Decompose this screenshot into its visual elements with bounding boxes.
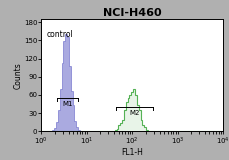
Title: NCI-H460: NCI-H460 <box>103 8 161 18</box>
Text: M2: M2 <box>129 110 139 116</box>
Text: control: control <box>46 30 73 39</box>
Polygon shape <box>41 89 222 131</box>
Y-axis label: Counts: Counts <box>13 62 22 89</box>
X-axis label: FL1-H: FL1-H <box>121 148 143 157</box>
Polygon shape <box>41 34 222 131</box>
Text: M1: M1 <box>62 101 73 107</box>
